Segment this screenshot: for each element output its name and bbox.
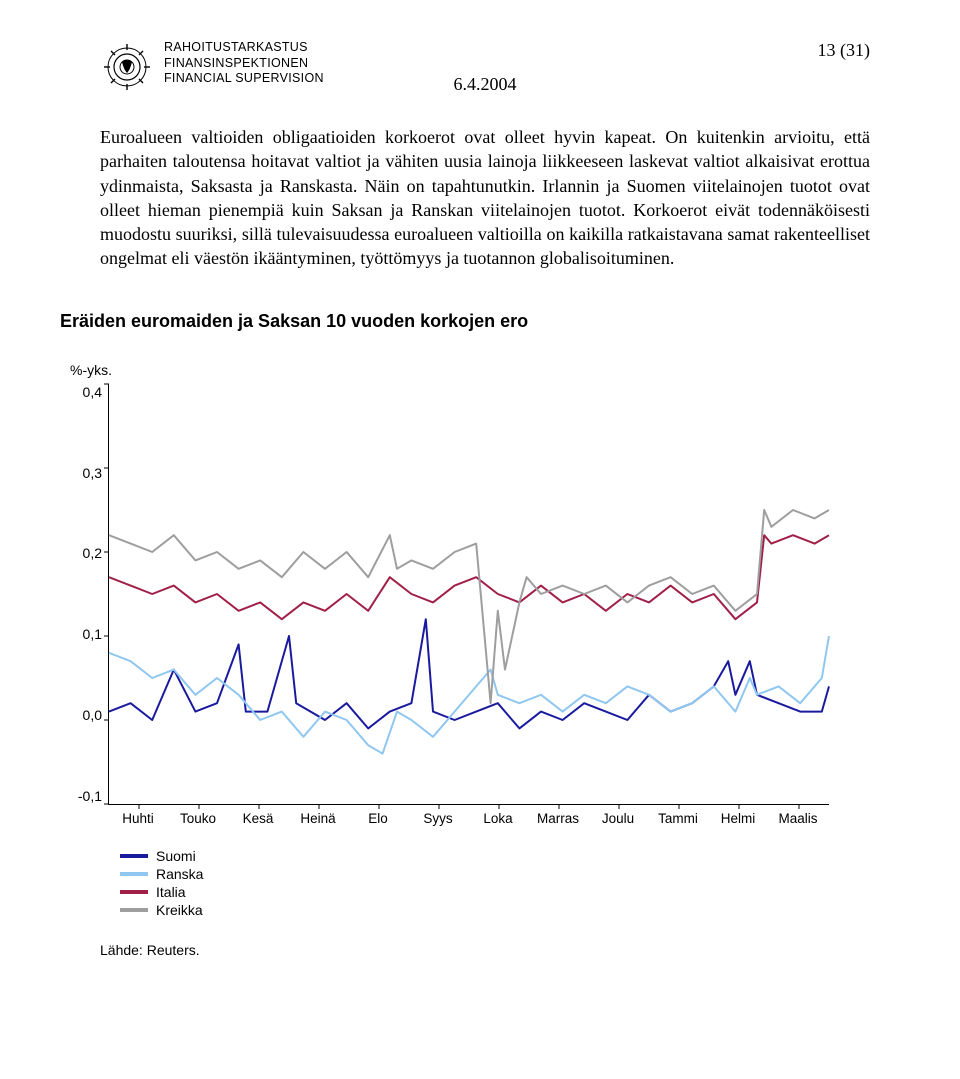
x-tick: Maalis <box>768 811 828 826</box>
x-tick: Huhti <box>108 811 168 826</box>
legend: Suomi Ranska Italia Kreikka <box>120 848 840 918</box>
x-tick: Touko <box>168 811 228 826</box>
x-tick: Helmi <box>708 811 768 826</box>
x-tick: Syys <box>408 811 468 826</box>
series-line <box>109 535 829 619</box>
x-tick: Kesä <box>228 811 288 826</box>
legend-swatch <box>120 890 148 894</box>
x-tick: Loka <box>468 811 528 826</box>
series-line <box>109 619 829 728</box>
org-name-en: FINANCIAL SUPERVISION <box>164 71 324 87</box>
series-line <box>109 636 829 754</box>
legend-swatch <box>120 872 148 876</box>
org-names: RAHOITUSTARKASTUS FINANSINSPEKTIONEN FIN… <box>164 40 324 87</box>
legend-item: Kreikka <box>120 902 840 918</box>
page: RAHOITUSTARKASTUS FINANSINSPEKTIONEN FIN… <box>0 0 960 998</box>
finnish-lion-crest-icon <box>100 40 154 94</box>
chart-y-unit: %-yks. <box>70 362 840 378</box>
y-axis: 0,4 0,3 0,2 0,1 0,0 -0,1 <box>60 384 108 804</box>
y-tick: 0,0 <box>83 707 102 723</box>
legend-item: Italia <box>120 884 840 900</box>
x-tick: Joulu <box>588 811 648 826</box>
page-counter: 13 (31) <box>818 40 871 61</box>
body-paragraph: Euroalueen valtioiden obligaatioiden kor… <box>100 125 870 271</box>
org-name-sv: FINANSINSPEKTIONEN <box>164 56 324 72</box>
legend-item: Ranska <box>120 866 840 882</box>
legend-label: Kreikka <box>156 902 203 918</box>
plot-area <box>108 384 829 805</box>
legend-label: Italia <box>156 884 186 900</box>
y-tick: -0,1 <box>78 788 102 804</box>
chart-title: Eräiden euromaiden ja Saksan 10 vuoden k… <box>60 311 840 332</box>
x-tick: Heinä <box>288 811 348 826</box>
plot-wrap: 0,4 0,3 0,2 0,1 0,0 -0,1 <box>60 384 840 805</box>
legend-label: Suomi <box>156 848 196 864</box>
x-tick: Tammi <box>648 811 708 826</box>
y-tick: 0,1 <box>83 626 102 642</box>
legend-label: Ranska <box>156 866 203 882</box>
y-tick: 0,3 <box>83 465 102 481</box>
legend-item: Suomi <box>120 848 840 864</box>
x-tick: Elo <box>348 811 408 826</box>
y-tick: 0,4 <box>83 384 102 400</box>
legend-swatch <box>120 908 148 912</box>
org-name-fi: RAHOITUSTARKASTUS <box>164 40 324 56</box>
legend-swatch <box>120 854 148 858</box>
y-tick: 0,2 <box>83 545 102 561</box>
x-axis: HuhtiToukoKesäHeinäEloSyysLokaMarrasJoul… <box>108 811 828 826</box>
chart-source: Lähde: Reuters. <box>100 942 870 958</box>
x-tick: Marras <box>528 811 588 826</box>
spread-chart: Eräiden euromaiden ja Saksan 10 vuoden k… <box>60 311 840 918</box>
